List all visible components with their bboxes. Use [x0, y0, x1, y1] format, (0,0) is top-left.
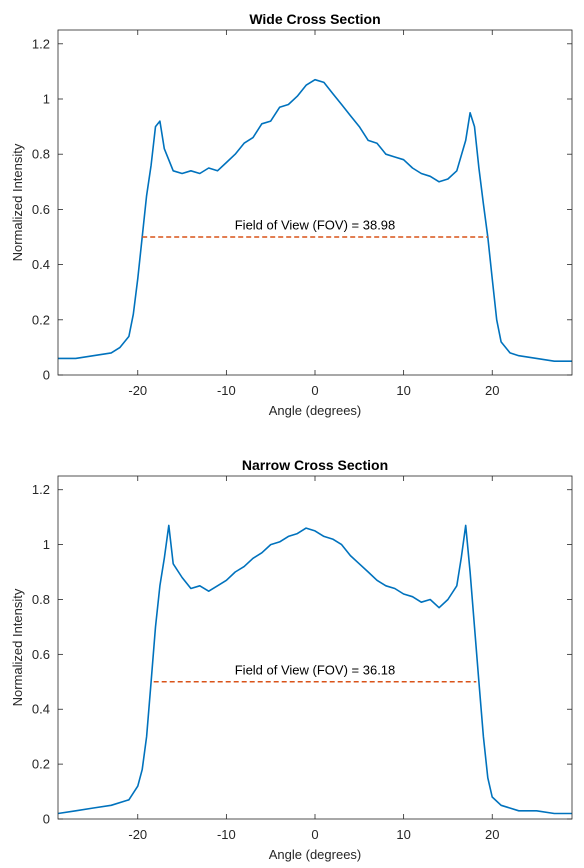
- axes-box: [57, 475, 573, 820]
- y-tick-label: 0: [43, 812, 50, 827]
- x-axis-label: Angle (degrees): [269, 403, 362, 418]
- x-tick-label: 0: [311, 827, 318, 842]
- y-tick-label: 0.6: [32, 647, 50, 662]
- y-axis-label: Normalized Intensity: [10, 588, 25, 706]
- y-tick-label: 1.2: [32, 36, 50, 51]
- y-tick-label: 0.4: [32, 702, 50, 717]
- y-tick-label: 0: [43, 368, 50, 383]
- fov-annotation: Field of View (FOV) = 36.18: [235, 662, 396, 677]
- y-tick-label: 0.8: [32, 147, 50, 162]
- x-tick-label: 20: [485, 827, 499, 842]
- x-tick-label: -10: [217, 827, 236, 842]
- y-tick-label: 0.6: [32, 202, 50, 217]
- y-tick-label: 0.2: [32, 312, 50, 327]
- intensity-series-line: [58, 78, 572, 362]
- y-tick-label: 1: [43, 537, 50, 552]
- y-tick-label: 1.2: [32, 482, 50, 497]
- y-tick-label: 0.2: [32, 757, 50, 772]
- x-tick-label: 10: [396, 827, 410, 842]
- x-tick-label: -20: [128, 383, 147, 398]
- narrow-cross-section-chart: Narrow Cross Section Field of View (FOV) …: [10, 457, 573, 862]
- x-tick-label: 0: [311, 383, 318, 398]
- x-tick-label: 10: [396, 383, 410, 398]
- y-tick-label: 0.8: [32, 592, 50, 607]
- wide-cross-section-chart: Wide Cross Section Field of View (FOV) = …: [10, 11, 573, 418]
- axes-box: [57, 29, 573, 376]
- x-tick-label: -10: [217, 383, 236, 398]
- x-tick-label: 20: [485, 383, 499, 398]
- y-axis-label: Normalized Intensity: [10, 143, 25, 261]
- y-tick-label: 0.4: [32, 257, 50, 272]
- chart-title: Narrow Cross Section: [242, 457, 388, 473]
- y-tick-label: 1: [43, 92, 50, 107]
- x-tick-label: -20: [128, 827, 147, 842]
- fov-annotation: Field of View (FOV) = 38.98: [235, 217, 396, 232]
- x-axis-label: Angle (degrees): [269, 847, 362, 862]
- chart-title: Wide Cross Section: [249, 11, 380, 27]
- intensity-series-line: [57, 524, 572, 815]
